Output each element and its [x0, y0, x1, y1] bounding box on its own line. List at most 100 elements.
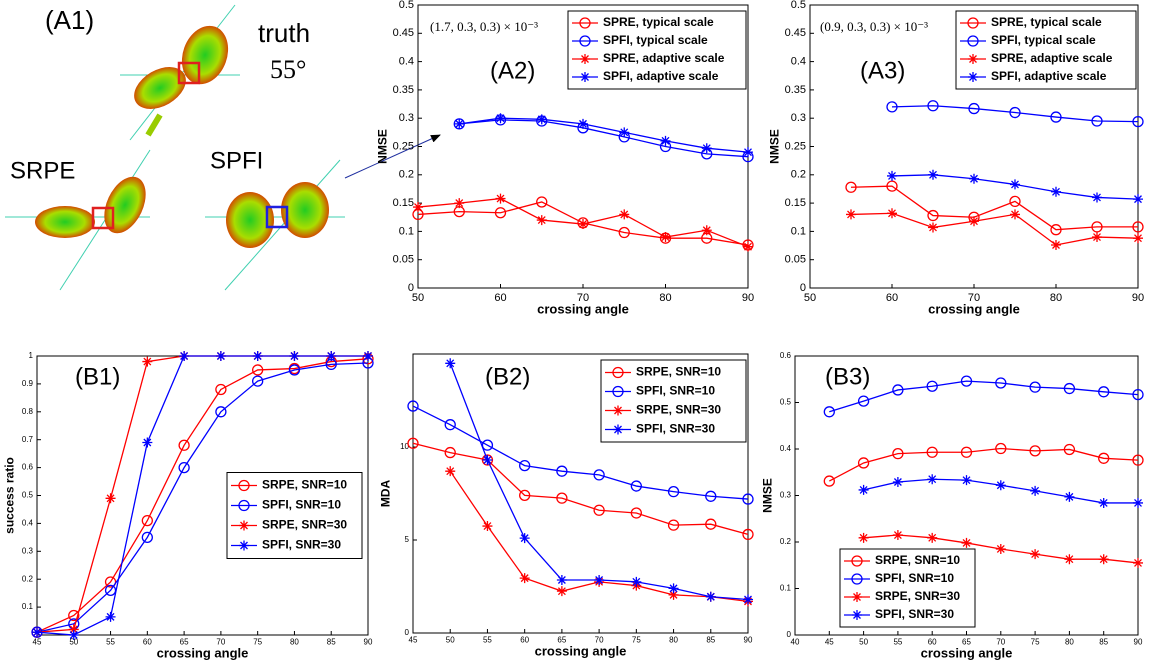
point — [445, 466, 456, 477]
series-line — [829, 380, 1139, 413]
point — [252, 364, 264, 376]
point — [68, 624, 79, 635]
y-tick-label: 0 — [408, 282, 414, 294]
x-tick-label: 90 — [1134, 637, 1143, 646]
point — [444, 446, 456, 459]
point — [892, 447, 904, 460]
panel-label: (B3) — [825, 363, 870, 390]
point — [68, 630, 79, 640]
point — [593, 504, 605, 516]
point — [846, 209, 856, 220]
y-tick-label: 0.4 — [22, 519, 34, 528]
point — [1051, 239, 1061, 250]
point — [927, 532, 938, 543]
point — [413, 202, 423, 213]
x-tick-label: 60 — [143, 637, 152, 646]
y-tick-label: 0.4 — [791, 56, 806, 68]
series-line — [36, 358, 369, 633]
legend-label: SPRE, typical scale — [603, 15, 714, 29]
y-tick-label: 0.3 — [791, 112, 806, 124]
y-tick-label: 0.5 — [791, 0, 806, 11]
point — [556, 586, 567, 597]
point — [1030, 549, 1041, 560]
point — [104, 576, 117, 588]
point — [927, 209, 939, 222]
legend-marker — [851, 573, 863, 585]
point — [845, 181, 857, 193]
point — [494, 207, 507, 219]
chart-panel: 45 50 55 60 65 70 75 80 85 90 0 5 10 crossing angle MD… — [378, 353, 754, 658]
y-tick-label: 0.5 — [399, 0, 414, 11]
annotation: (1.7, 0.3, 0.3) × 10⁻³ — [430, 19, 538, 34]
x-tick-label: 75 — [253, 637, 262, 646]
point — [995, 377, 1007, 389]
y-axis-label: MDA — [378, 480, 392, 508]
series-line — [459, 119, 749, 158]
point — [619, 209, 630, 220]
x-tick-label: 70 — [577, 292, 589, 304]
legend-marker — [612, 385, 624, 398]
y-tick-label: 0.2 — [791, 169, 806, 181]
point — [857, 395, 870, 407]
x-tick-label: 60 — [520, 635, 529, 644]
point — [593, 469, 605, 481]
panel-label: (A3) — [860, 57, 905, 84]
point — [536, 114, 547, 125]
point — [1133, 233, 1143, 244]
point — [886, 101, 898, 113]
point — [927, 100, 939, 112]
point — [1098, 386, 1110, 398]
point — [1010, 179, 1020, 190]
y-tick-label: 0.05 — [393, 254, 414, 266]
legend-marker — [579, 17, 591, 29]
y-tick-label: 0.25 — [785, 140, 806, 152]
legend-marker — [238, 499, 250, 512]
y-tick-label: 0.05 — [785, 254, 806, 266]
x-axis-label: crossing angle — [928, 301, 1020, 316]
point — [178, 461, 190, 474]
x-tick-label: 65 — [557, 635, 566, 644]
panel-label: (A2) — [490, 57, 535, 84]
legend-marker — [968, 72, 978, 82]
point — [630, 507, 642, 519]
point — [995, 543, 1006, 554]
point — [743, 147, 753, 158]
point — [1098, 497, 1109, 508]
point — [742, 493, 754, 505]
point — [668, 589, 679, 600]
point — [926, 380, 938, 392]
legend-marker — [613, 424, 623, 435]
point — [481, 439, 494, 451]
point — [407, 437, 419, 449]
legend-marker — [580, 54, 590, 64]
x-tick-label: 85 — [327, 637, 336, 646]
y-axis-label: success ratio — [2, 457, 16, 534]
y-tick-label: 0.35 — [393, 84, 414, 96]
series-line — [850, 212, 1139, 246]
legend-marker — [851, 555, 863, 567]
point — [32, 627, 42, 638]
y-tick-label: 0 — [787, 630, 792, 639]
y-tick-label: 0.25 — [393, 140, 414, 152]
point — [701, 225, 712, 236]
point — [482, 521, 493, 532]
legend-label: SPFI, SNR=10 — [875, 571, 954, 585]
point — [289, 351, 300, 361]
x-tick-label: 70 — [996, 637, 1005, 646]
point — [594, 574, 605, 585]
point — [578, 219, 588, 230]
y-tick-label: 0.1 — [399, 225, 414, 237]
point — [619, 127, 630, 138]
point — [823, 406, 835, 418]
x-tick-label: 75 — [632, 635, 641, 644]
panel-label: (B2) — [485, 363, 530, 390]
x-tick-label: 85 — [1099, 637, 1108, 646]
legend-label: SPFI, typical scale — [991, 33, 1096, 47]
point — [927, 474, 938, 485]
fiber-line — [224, 159, 341, 291]
point — [858, 532, 869, 543]
legend-box — [567, 10, 747, 90]
point — [660, 232, 671, 243]
series-line — [459, 117, 749, 153]
legend-label: SRPE, SNR=10 — [875, 553, 960, 567]
